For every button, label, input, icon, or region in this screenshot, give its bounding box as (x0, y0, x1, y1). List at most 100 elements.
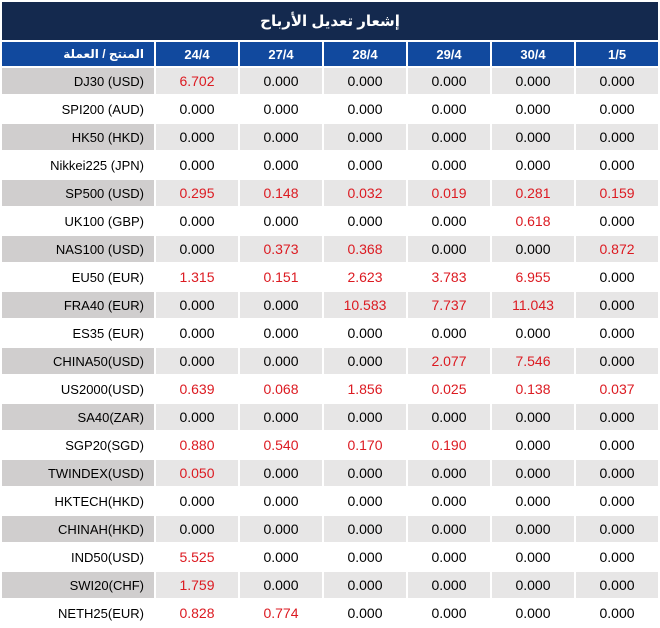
value-cell: 6.955 (492, 264, 574, 290)
value-cell: 0.000 (576, 68, 659, 94)
value-cell: 0.000 (156, 124, 238, 150)
value-cell: 0.000 (240, 292, 322, 318)
product-cell: IND50(USD) (2, 544, 154, 570)
product-cell: SP500 (USD) (2, 180, 154, 206)
table-row: UK100 (GBP) 0.000 0.000 0.000 0.000 0.618 0.00… (2, 208, 659, 234)
table-row: IND50(USD) 5.525 0.000 0.000 0.000 0.000 0.000 (2, 544, 659, 570)
value-cell: 0.000 (240, 544, 322, 570)
product-cell: Nikkei225 (JPN) (2, 152, 154, 178)
value-cell: 0.019 (408, 180, 490, 206)
value-cell: 0.000 (492, 124, 574, 150)
value-cell: 2.077 (408, 348, 490, 374)
page-title: إشعار تعديل الأرباح (2, 2, 659, 40)
product-cell: HK50 (HKD) (2, 124, 154, 150)
value-cell: 0.000 (492, 68, 574, 94)
column-header-date: 24/4 (156, 42, 238, 66)
value-cell: 0.000 (492, 460, 574, 486)
table-row: NETH25(EUR) 0.828 0.774 0.000 0.000 0.000 0.00… (2, 600, 659, 626)
value-cell: 11.043 (492, 292, 574, 318)
value-cell: 0.000 (408, 68, 490, 94)
value-cell: 0.000 (492, 320, 574, 346)
product-cell: FRA40 (EUR) (2, 292, 154, 318)
value-cell: 0.000 (492, 152, 574, 178)
value-cell: 0.880 (156, 432, 238, 458)
table-row: TWINDEX(USD) 0.050 0.000 0.000 0.000 0.000 0.0… (2, 460, 659, 486)
table-row: Nikkei225 (JPN) 0.000 0.000 0.000 0.000 0.000… (2, 152, 659, 178)
value-cell: 0.000 (324, 208, 406, 234)
product-cell: UK100 (GBP) (2, 208, 154, 234)
value-cell: 0.025 (408, 376, 490, 402)
table-row: CHINA50(USD) 0.000 0.000 0.000 2.077 7.546 0.0… (2, 348, 659, 374)
value-cell: 0.000 (408, 236, 490, 262)
value-cell: 0.000 (324, 600, 406, 626)
table-row: DJ30 (USD) 6.702 0.000 0.000 0.000 0.000 0.000 (2, 68, 659, 94)
value-cell: 0.000 (408, 460, 490, 486)
value-cell: 0.000 (576, 292, 659, 318)
value-cell: 0.000 (240, 320, 322, 346)
value-cell: 0.295 (156, 180, 238, 206)
value-cell: 0.000 (408, 516, 490, 542)
table-body: DJ30 (USD) 6.702 0.000 0.000 0.000 0.000 0.000… (2, 68, 659, 626)
column-header-date: 1/5 (576, 42, 659, 66)
product-cell: EU50 (EUR) (2, 264, 154, 290)
value-cell: 0.159 (576, 180, 659, 206)
value-cell: 0.000 (156, 488, 238, 514)
product-cell: NETH25(EUR) (2, 600, 154, 626)
value-cell: 0.000 (492, 488, 574, 514)
table-row: HKTECH(HKD) 0.000 0.000 0.000 0.000 0.000 0.00… (2, 488, 659, 514)
value-cell: 0.872 (576, 236, 659, 262)
value-cell: 0.000 (156, 404, 238, 430)
value-cell: 7.737 (408, 292, 490, 318)
value-cell: 0.000 (408, 572, 490, 598)
value-cell: 5.525 (156, 544, 238, 570)
value-cell: 0.000 (408, 208, 490, 234)
product-cell: SPI200 (AUD) (2, 96, 154, 122)
value-cell: 1.315 (156, 264, 238, 290)
value-cell: 0.050 (156, 460, 238, 486)
value-cell: 0.000 (408, 124, 490, 150)
value-cell: 0.000 (324, 516, 406, 542)
product-cell: NAS100 (USD) (2, 236, 154, 262)
value-cell: 0.000 (324, 124, 406, 150)
value-cell: 0.000 (240, 488, 322, 514)
value-cell: 0.000 (492, 516, 574, 542)
value-cell: 1.759 (156, 572, 238, 598)
value-cell: 0.000 (156, 516, 238, 542)
value-cell: 6.702 (156, 68, 238, 94)
table-row: SWI20(CHF) 1.759 0.000 0.000 0.000 0.000 0.000 (2, 572, 659, 598)
value-cell: 0.000 (324, 572, 406, 598)
value-cell: 3.783 (408, 264, 490, 290)
product-cell: DJ30 (USD) (2, 68, 154, 94)
value-cell: 0.151 (240, 264, 322, 290)
value-cell: 0.000 (576, 516, 659, 542)
value-cell: 0.000 (492, 236, 574, 262)
value-cell: 0.190 (408, 432, 490, 458)
column-header-date: 29/4 (408, 42, 490, 66)
value-cell: 0.281 (492, 180, 574, 206)
header-row: المنتج / العملة 24/4 27/4 28/4 29/4 30/4… (2, 42, 659, 66)
value-cell: 0.000 (576, 572, 659, 598)
value-cell: 0.000 (324, 488, 406, 514)
table-row: FRA40 (EUR) 0.000 0.000 10.583 7.737 11.043 0.… (2, 292, 659, 318)
value-cell: 0.000 (576, 96, 659, 122)
value-cell: 0.000 (492, 96, 574, 122)
value-cell: 0.000 (240, 152, 322, 178)
value-cell: 0.000 (324, 320, 406, 346)
value-cell: 0.000 (156, 320, 238, 346)
value-cell: 0.000 (576, 488, 659, 514)
value-cell: 0.000 (492, 432, 574, 458)
value-cell: 0.639 (156, 376, 238, 402)
value-cell: 0.000 (576, 264, 659, 290)
value-cell: 0.000 (324, 348, 406, 374)
value-cell: 0.000 (408, 544, 490, 570)
value-cell: 0.774 (240, 600, 322, 626)
value-cell: 0.148 (240, 180, 322, 206)
value-cell: 0.000 (492, 600, 574, 626)
table-row: CHINAH(HKD) 0.000 0.000 0.000 0.000 0.000 0.00… (2, 516, 659, 542)
value-cell: 0.000 (240, 124, 322, 150)
table-row: SGP20(SGD) 0.880 0.540 0.170 0.190 0.000 0.000 (2, 432, 659, 458)
value-cell: 0.618 (492, 208, 574, 234)
value-cell: 0.540 (240, 432, 322, 458)
value-cell: 0.000 (576, 544, 659, 570)
value-cell: 2.623 (324, 264, 406, 290)
